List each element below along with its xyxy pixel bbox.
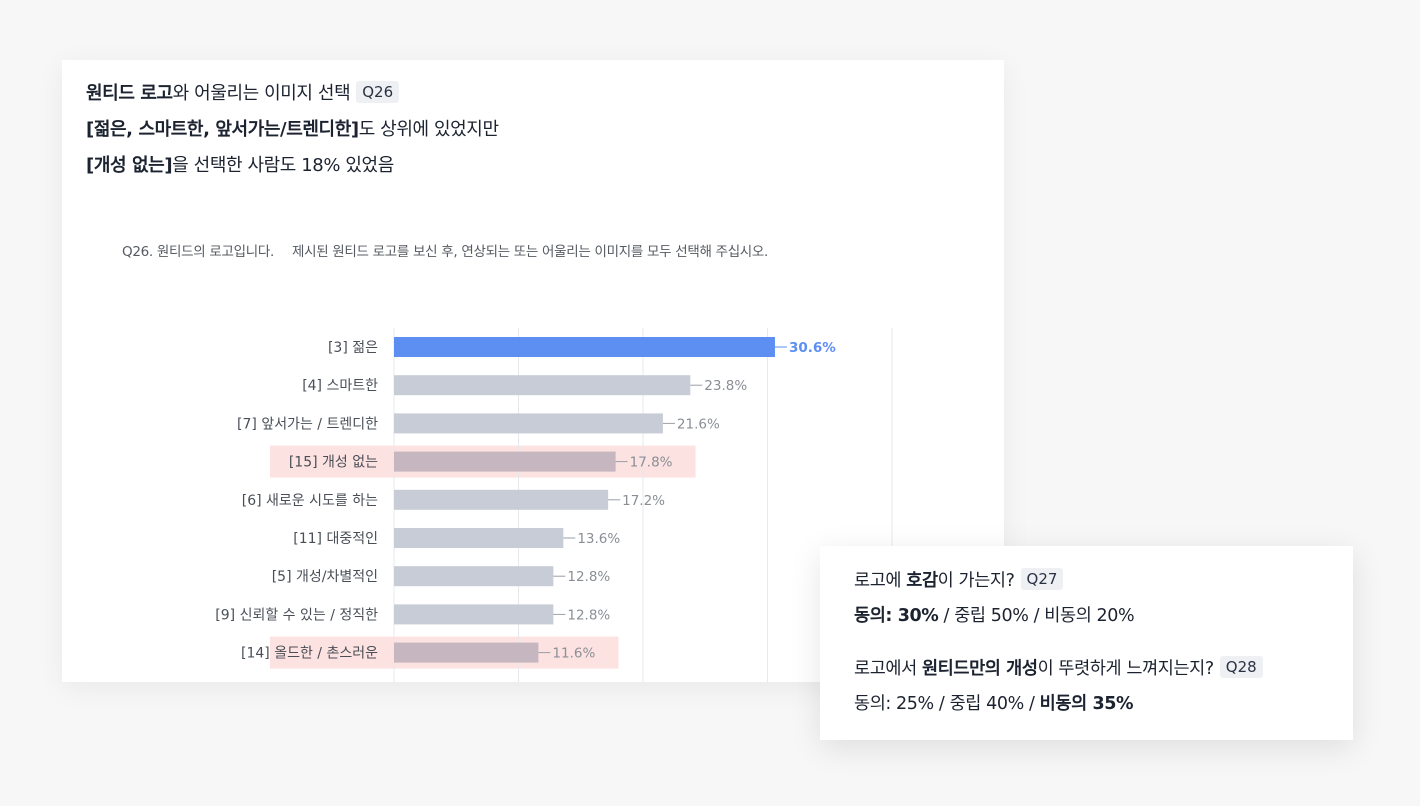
- q28-line: 로고에서 원티드만의 개성이 뚜렷하게 느껴지는지? Q28: [854, 652, 1263, 687]
- heading-line-2: [젊은, 스마트한, 앞서가는/트렌디한]도 상위에 있었지만: [86, 112, 499, 148]
- q27-bold: 호감: [906, 571, 938, 591]
- survey-question: Q26. 원티드의 로고입니다. 제시된 원티드 로고를 보신 후, 연상되는 또…: [122, 240, 768, 260]
- question-tag-q26: Q26: [356, 81, 400, 103]
- question-text: 제시된 원티드 로고를 보신 후, 연상되는 또는 어울리는 이미지를 모두 선…: [291, 244, 769, 260]
- heading-3-bold: [개성 없는]: [86, 155, 173, 176]
- q28-bold: 원티드만의 개성: [921, 659, 1038, 679]
- heading-2-bold: [젊은, 스마트한, 앞서가는/트렌디한]: [86, 119, 359, 140]
- bar-6: [394, 566, 554, 587]
- q27-result-rest: / 중립 50% / 비동의 20%: [938, 606, 1135, 626]
- q27-line: 로고에 호감이 가는지? Q27: [854, 564, 1263, 599]
- category-label: [5] 개성/차별적인: [272, 569, 378, 585]
- heading-1-bold: 원티드 로고: [86, 83, 173, 104]
- bar-8: [394, 642, 539, 663]
- bar-5: [394, 528, 564, 548]
- heading-line-3: [개성 없는]을 선택한 사람도 18% 있었음: [86, 148, 499, 184]
- side-card: 로고에 호감이 가는지? Q27 동의: 30% / 중립 50% / 비동의 2…: [820, 546, 1353, 740]
- q27-result: 동의: 30% / 중립 50% / 비동의 20%: [854, 599, 1263, 634]
- category-label: [3] 젊은: [328, 340, 378, 356]
- category-label: [6] 새로운 시도를 하는: [242, 493, 378, 509]
- question-label: Q26. 원티드의 로고입니다.: [122, 244, 274, 260]
- q27-result-bold: 동의: 30%: [854, 606, 939, 626]
- bar-7: [394, 604, 554, 625]
- q28-pre: 로고에서: [854, 659, 922, 679]
- summary-heading: 원티드 로고와 어울리는 이미지 선택 Q26 [젊은, 스마트한, 앞서가는/트…: [86, 76, 499, 184]
- bar-chart: [3] 젊은 30.6% [4] 스마트한 23.8% [7] 앞서가는 / 트렌디한 2…: [215, 328, 893, 682]
- category-label: [9] 신뢰할 수 있는 / 정직한: [215, 607, 378, 623]
- heading-3-text: 을 선택한 사람도 18% 있었음: [172, 155, 394, 176]
- main-card: 원티드 로고와 어울리는 이미지 선택 Q26 [젊은, 스마트한, 앞서가는/트…: [62, 60, 1004, 682]
- question-tag-q27: Q27: [1020, 568, 1064, 590]
- q27-post: 이 가는지?: [937, 571, 1015, 591]
- bar-4: [394, 489, 609, 510]
- category-label: [7] 앞서가는 / 트렌디한: [237, 416, 378, 432]
- value-label: 12.8%: [567, 569, 610, 585]
- bar-0: [394, 337, 775, 357]
- heading-line-1: 원티드 로고와 어울리는 이미지 선택 Q26: [86, 76, 499, 112]
- value-label: 17.2%: [622, 493, 665, 509]
- value-label: 12.8%: [567, 607, 610, 623]
- bar-2: [394, 413, 663, 434]
- heading-1-text: 와 어울리는 이미지 선택: [172, 83, 351, 104]
- value-label: 13.6%: [577, 531, 620, 547]
- question-tag-q28: Q28: [1219, 656, 1263, 678]
- q28-result-bold: 비동의 35%: [1039, 694, 1134, 714]
- q27-pre: 로고에: [854, 571, 907, 591]
- category-label: [11] 대중적인: [293, 531, 378, 547]
- value-label: 17.8%: [630, 455, 673, 471]
- q28-post: 이 뚜렷하게 느껴지는지?: [1037, 659, 1215, 679]
- bar-1: [394, 375, 691, 396]
- category-label: [4] 스마트한: [302, 378, 378, 394]
- heading-2-text: 도 상위에 있었지만: [358, 119, 499, 140]
- value-label: 21.6%: [677, 416, 720, 432]
- value-label: 23.8%: [704, 378, 747, 394]
- value-label: 11.6%: [552, 646, 595, 662]
- category-label: [14] 올드한 / 촌스러운: [241, 646, 378, 662]
- bar-3: [394, 451, 616, 472]
- q28-result-rest: 동의: 25% / 중립 40% /: [854, 694, 1040, 714]
- q28-result: 동의: 25% / 중립 40% / 비동의 35%: [854, 687, 1263, 722]
- value-label: 30.6%: [789, 340, 836, 356]
- category-label: [15] 개성 없는: [289, 455, 378, 471]
